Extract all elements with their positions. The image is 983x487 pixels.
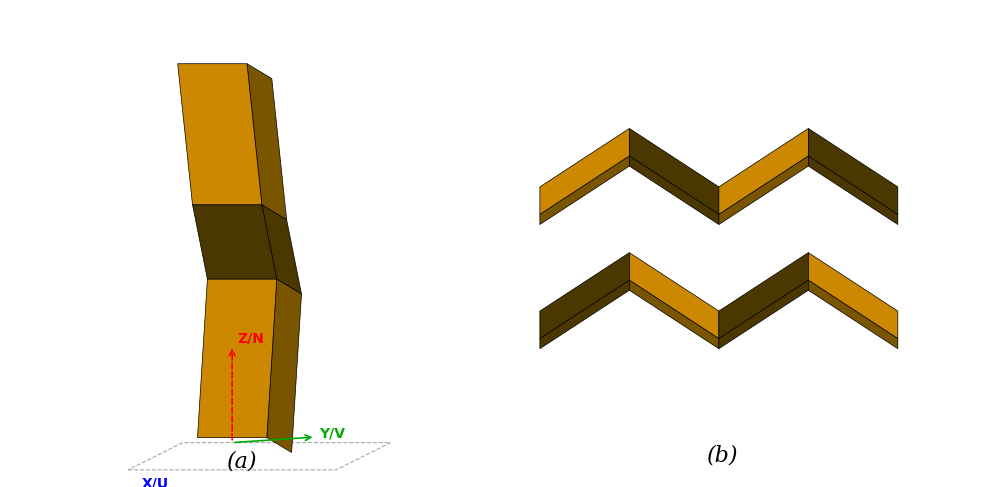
Polygon shape bbox=[198, 279, 277, 438]
Text: (b): (b) bbox=[707, 444, 738, 467]
Polygon shape bbox=[719, 280, 808, 349]
Polygon shape bbox=[719, 156, 808, 225]
Polygon shape bbox=[629, 280, 719, 349]
Polygon shape bbox=[540, 156, 629, 225]
Polygon shape bbox=[629, 253, 719, 338]
Polygon shape bbox=[808, 253, 897, 338]
Polygon shape bbox=[719, 129, 808, 214]
Polygon shape bbox=[540, 253, 629, 338]
Polygon shape bbox=[540, 129, 629, 214]
Text: X/U: X/U bbox=[142, 477, 169, 487]
Polygon shape bbox=[808, 156, 897, 225]
Polygon shape bbox=[808, 280, 897, 349]
Polygon shape bbox=[178, 64, 261, 205]
Polygon shape bbox=[193, 205, 277, 279]
Polygon shape bbox=[629, 129, 719, 214]
Polygon shape bbox=[540, 280, 629, 349]
Polygon shape bbox=[247, 64, 287, 220]
Polygon shape bbox=[261, 205, 302, 294]
Polygon shape bbox=[266, 279, 302, 452]
Polygon shape bbox=[719, 253, 808, 338]
Polygon shape bbox=[629, 156, 719, 225]
Text: Z/N: Z/N bbox=[237, 331, 264, 345]
Text: (a): (a) bbox=[227, 450, 258, 472]
Text: Y/V: Y/V bbox=[318, 426, 345, 440]
Polygon shape bbox=[808, 129, 897, 214]
